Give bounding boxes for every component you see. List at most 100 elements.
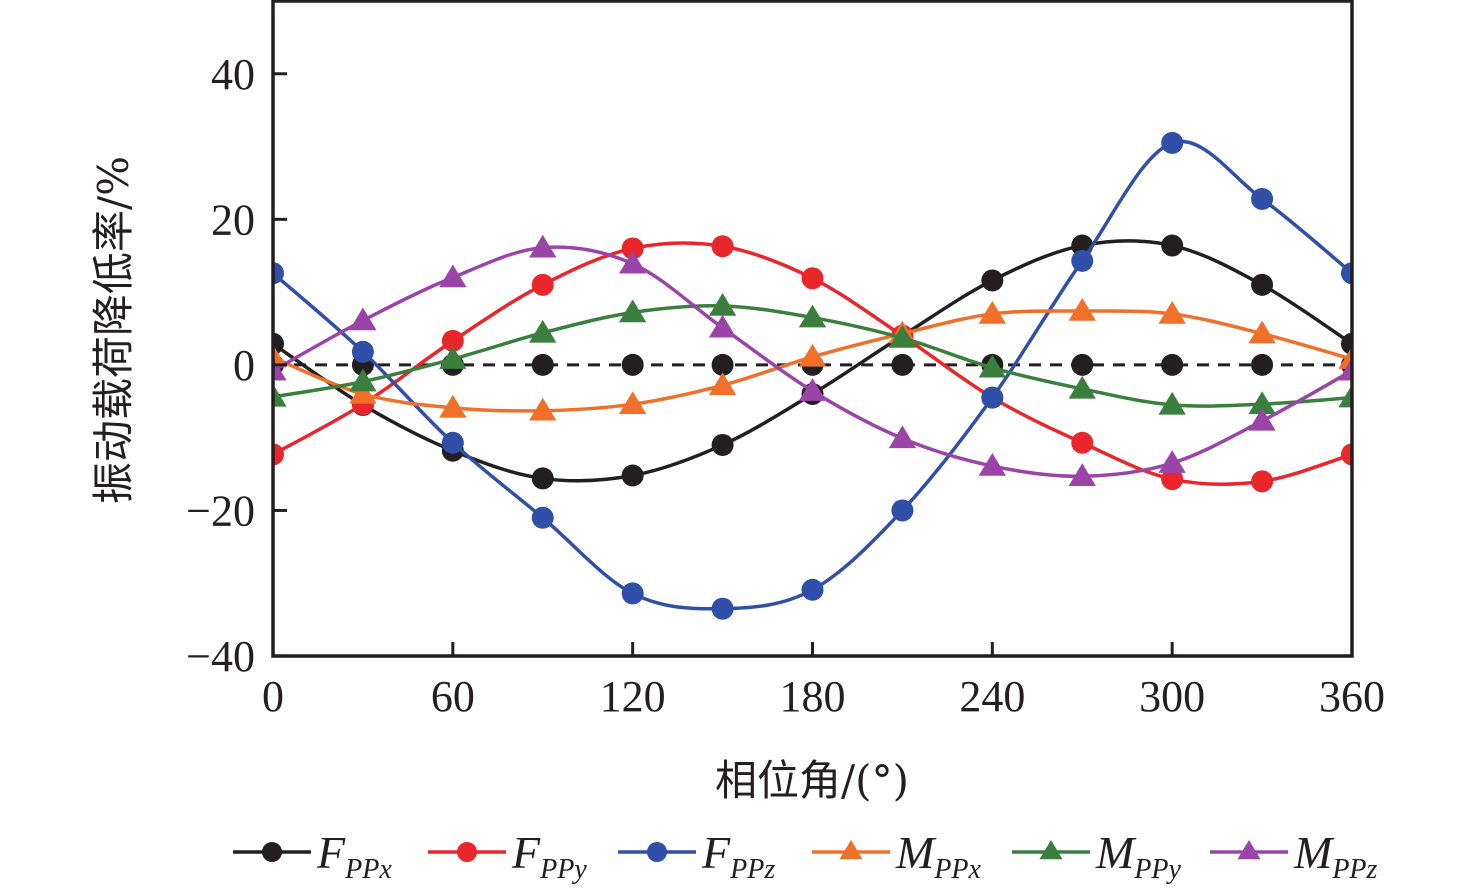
data-point — [891, 499, 914, 522]
reference-point — [711, 353, 734, 376]
data-point — [1341, 443, 1352, 466]
legend-item: MPPy — [1012, 827, 1182, 885]
data-point — [273, 357, 287, 381]
data-point — [1248, 391, 1276, 414]
reference-point — [891, 353, 914, 376]
data-point — [1158, 450, 1186, 473]
data-point — [801, 578, 824, 601]
data-point — [978, 354, 1006, 378]
reference-point — [531, 353, 554, 376]
data-point — [349, 368, 377, 392]
y-tick-label: 40 — [211, 50, 255, 99]
data-point — [981, 386, 1004, 409]
x-axis: 0 60 120 180 240 300 360 — [262, 642, 1385, 721]
data-point — [1068, 463, 1096, 486]
legend-marker — [647, 842, 667, 862]
data-point — [888, 324, 917, 348]
series-f-pp-z — [273, 131, 1352, 620]
y-tick-label: −20 — [186, 486, 255, 535]
data-point — [1248, 320, 1276, 344]
data-point — [801, 267, 824, 290]
data-point — [888, 425, 917, 449]
legend-label: MPPx — [895, 827, 982, 885]
data-point — [529, 319, 557, 343]
data-point — [531, 467, 554, 490]
data-point — [708, 372, 737, 396]
data-point — [1341, 332, 1352, 355]
data-point — [1161, 234, 1184, 257]
legend-marker — [1039, 840, 1063, 860]
data-point — [529, 397, 557, 421]
plot-border — [271, 0, 1354, 658]
data-point — [711, 433, 734, 456]
data-point — [621, 237, 644, 260]
data-point — [978, 300, 1006, 324]
series-m-pp-z — [273, 234, 1352, 486]
y-axis-label: 振动载荷降低率/% — [89, 156, 138, 504]
legend-marker — [839, 840, 863, 860]
data-point — [798, 343, 827, 367]
series-m-pp-y — [273, 292, 1352, 415]
x-tick-label: 60 — [431, 672, 475, 721]
data-point — [1338, 357, 1352, 381]
data-point — [1158, 391, 1186, 415]
data-point — [439, 264, 467, 288]
data-point — [619, 250, 647, 274]
data-point — [273, 344, 287, 368]
x-axis-label: 相位角/(°) — [715, 756, 909, 805]
y-axis: −40 −20 0 20 40 — [186, 50, 287, 681]
legend-marker — [457, 842, 477, 862]
data-point — [351, 340, 374, 363]
data-point — [1071, 249, 1094, 272]
data-point — [708, 314, 737, 338]
data-point — [273, 262, 284, 285]
data-point — [531, 273, 554, 296]
data-point — [798, 304, 827, 328]
data-point — [619, 299, 647, 323]
x-tick-label: 300 — [1139, 672, 1205, 721]
data-point — [349, 307, 377, 331]
legend-label: FPPz — [701, 827, 775, 885]
x-tick-label: 360 — [1319, 672, 1385, 721]
data-point — [1251, 470, 1274, 493]
data-point — [981, 269, 1004, 292]
legend-label: MPPy — [1095, 827, 1182, 885]
reference-point — [1071, 353, 1094, 376]
y-tick-label: 20 — [211, 195, 255, 244]
data-point — [621, 582, 644, 605]
y-tick-label: −40 — [186, 632, 255, 681]
legend-marker — [1237, 840, 1261, 860]
reference-point — [1161, 353, 1184, 376]
data-point — [273, 383, 287, 407]
data-point — [1158, 300, 1186, 324]
x-tick-label: 240 — [959, 672, 1025, 721]
data-point — [1161, 131, 1184, 154]
data-point — [1068, 298, 1096, 321]
data-point — [711, 235, 734, 258]
data-point — [978, 453, 1006, 476]
legend-label: FPPx — [316, 827, 392, 885]
legend-item: FPPx — [233, 827, 392, 885]
legend-item: FPPz — [618, 827, 775, 885]
data-point — [439, 346, 467, 369]
legend-label: MPPz — [1293, 827, 1378, 885]
series-layer — [273, 131, 1352, 620]
legend-item: FPPy — [428, 827, 587, 885]
data-point — [1071, 431, 1094, 454]
data-point — [1341, 262, 1352, 285]
x-tick-label: 120 — [600, 672, 666, 721]
data-point — [273, 443, 284, 466]
data-point — [1251, 273, 1274, 296]
data-point — [621, 464, 644, 487]
data-point — [1248, 407, 1276, 431]
data-point — [798, 378, 827, 401]
reference-point — [1251, 353, 1274, 376]
y-tick-label: 0 — [233, 341, 255, 390]
data-point — [1251, 187, 1274, 210]
data-point — [708, 292, 737, 316]
plot-frame — [271, 0, 1354, 658]
data-point — [441, 431, 464, 454]
legend-item: MPPx — [812, 827, 982, 885]
data-point — [1161, 468, 1184, 491]
